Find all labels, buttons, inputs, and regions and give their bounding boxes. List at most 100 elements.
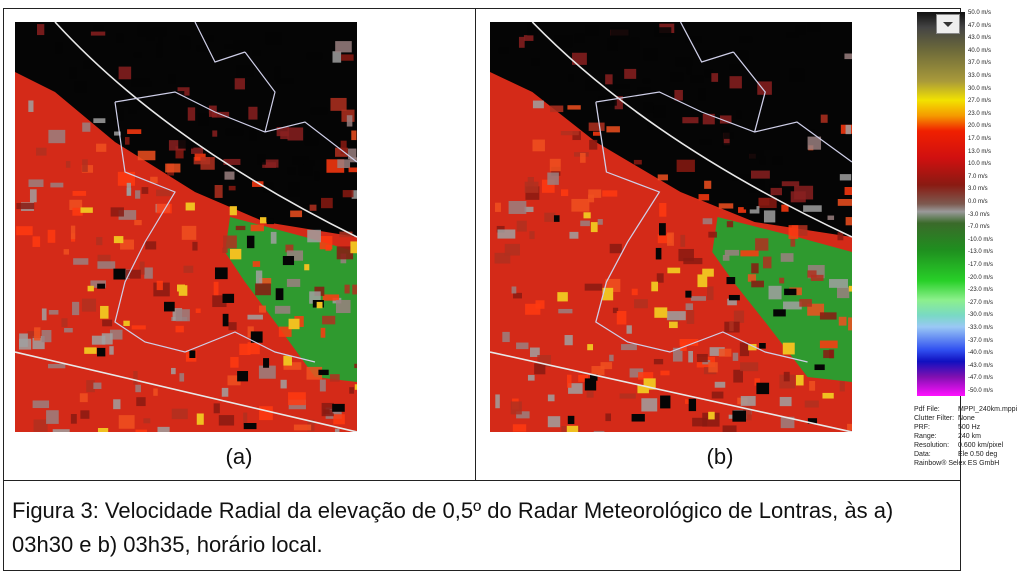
radar-pixel [198,113,209,126]
radar-pixel [535,300,545,309]
radar-pixel [287,127,304,141]
radar-pixel [259,406,273,421]
radar-pixel [120,239,135,250]
radar-pixel [230,356,239,368]
radar-pixel [498,47,509,54]
radar-pixel [770,187,782,196]
radar-pixel [809,380,816,391]
radar-pixel [672,347,683,362]
radar-pixel [321,197,333,209]
colorbar-label: 7.0 m/s [968,173,988,180]
radar-pixel [654,307,668,318]
radar-pixel [233,40,250,53]
radar-pixel [550,105,564,113]
radar-pixel [529,231,535,240]
radar-pixel [685,303,693,310]
radar-pixel [179,373,185,382]
radar-pixel [532,100,544,109]
colorbar-label: -43.0 m/s [968,362,994,369]
radar-pixel [732,174,752,181]
colorbar-label: -20.0 m/s [968,274,994,281]
radar-pixel [93,25,104,35]
radar-pixel [560,131,579,136]
radar-pixel [534,363,546,375]
radar-pixel [93,382,102,389]
info-row: Pdf File: MPPI_240km.mppi [914,405,1017,414]
radar-pixel [247,342,260,355]
radar-pixel [97,283,106,289]
radar-pixel [747,274,757,282]
radar-pixel [668,321,678,329]
radar-pixel [178,138,194,149]
radar-image [490,22,852,432]
radar-pixel [641,398,658,412]
radar-pixel [781,181,800,187]
radar-pixel [181,225,197,240]
radar-pixel [286,250,304,261]
radar-pixel [48,129,66,144]
radar-pixel [749,206,760,214]
radar-pixel [827,215,835,220]
radar-pixel [287,167,296,175]
radar-pixel [80,410,90,419]
radar-pixel [516,220,527,232]
radar-pixel [626,325,632,334]
radar-pixel [600,362,613,370]
radar-pixel [508,200,527,214]
radar-pixel [718,348,732,357]
colorbar-label: 10.0 m/s [968,161,992,168]
border-line [595,22,852,363]
radar-pixel [629,368,644,378]
radar-pixel [806,129,815,140]
radar-pixel [708,362,718,373]
radar-pixel [332,403,345,412]
info-key: Pdf File: [914,406,940,413]
colorbar-label: -37.0 m/s [968,337,994,344]
radar-pixel [779,374,796,389]
radar-pixel [714,381,726,388]
colorbar-label: -30.0 m/s [968,312,994,319]
radar-pixel [72,301,80,316]
radar-pixel [763,210,776,223]
radar-pixel [116,33,124,43]
radar-pixel [523,35,534,41]
radar-pixel [228,185,236,191]
colorbar-label: -17.0 m/s [968,262,994,268]
radar-pixel [90,31,106,36]
radar-pixel [34,327,41,341]
radar-pixel [205,35,214,42]
radar-pixel [779,396,792,407]
radar-pixel [314,171,320,181]
radar-pixel [307,204,317,211]
radar-pixel [511,286,517,294]
radar-pixel [651,281,659,292]
radar-pixel [614,96,623,110]
radar-pixel [332,51,342,63]
radar-pixel [333,414,345,425]
radar-pixel [283,355,292,366]
radar-pixel [96,237,103,246]
radar-pixel [224,171,235,180]
radar-pixel [306,52,323,60]
panel-label: (a) [225,444,253,469]
dropdown-button[interactable] [936,14,960,34]
info-row: PRF: 500 Hz [914,423,1017,432]
radar-pixel [686,310,695,324]
radar-pixel [756,382,770,395]
radar-pixel [547,172,559,185]
radar-pixel [518,36,525,48]
colorbar-label: 27.0 m/s [968,98,992,105]
radar-pixel [239,343,251,356]
radar-pixel [250,331,263,343]
radar-pixel [602,287,614,301]
radar-pixel [718,203,734,209]
credit: Rainbow® Selex ES GmbH [914,460,1000,467]
radar-pixel [274,305,291,314]
border-line [54,22,357,238]
radar-pixel [698,88,706,101]
radar-pixel [223,158,241,165]
radar-pixel [529,347,540,357]
radar-pixel [222,313,229,327]
radar-pixel [660,395,671,409]
radar-pixel [616,311,627,325]
